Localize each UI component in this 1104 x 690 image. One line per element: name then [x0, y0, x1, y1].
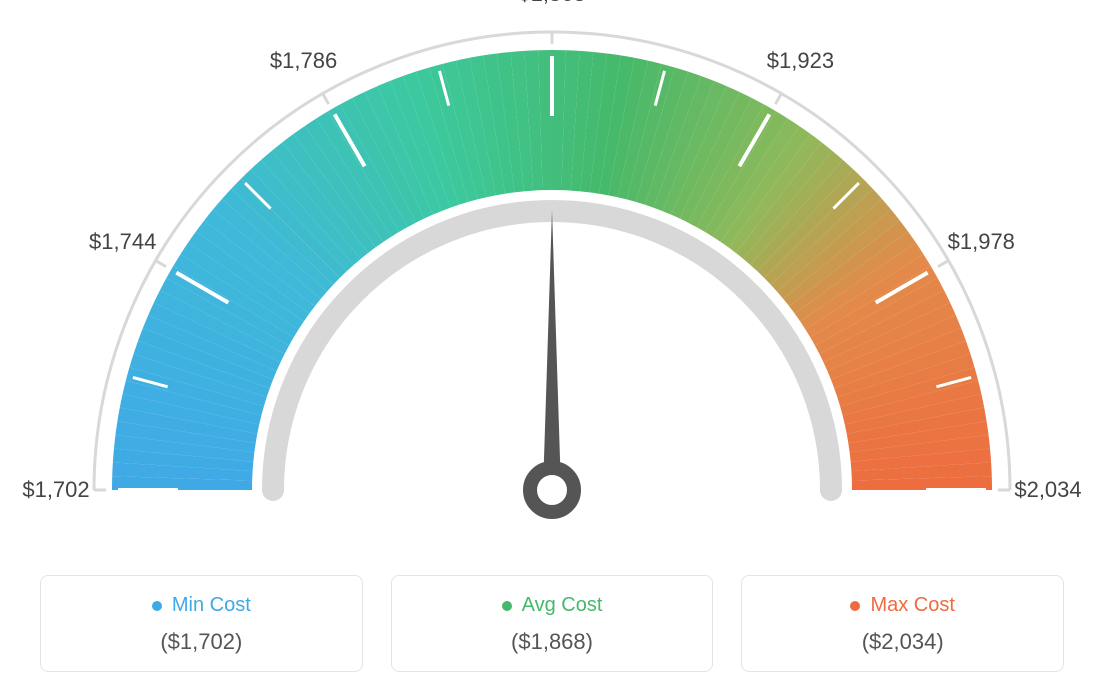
card-avg-value: ($1,868)	[402, 629, 703, 655]
gauge-tick-label: $1,786	[270, 48, 337, 74]
card-min-value: ($1,702)	[51, 629, 352, 655]
gauge-tick-label: $1,744	[89, 229, 156, 255]
legend-cards: Min Cost ($1,702) Avg Cost ($1,868) Max …	[0, 575, 1104, 672]
card-min-cost: Min Cost ($1,702)	[40, 575, 363, 672]
gauge-tick-label: $1,923	[767, 48, 834, 74]
gauge-chart: $1,702 $1,744 $1,786 $1,868 $1,923 $1,978 $2,0…	[0, 0, 1104, 540]
gauge-tick-label: $1,868	[518, 0, 585, 7]
gauge-tick-label: $1,978	[948, 229, 1015, 255]
card-max-cost: Max Cost ($2,034)	[741, 575, 1064, 672]
card-max-label: Max Cost	[870, 594, 954, 617]
dot-min-icon	[152, 601, 162, 611]
card-min-label: Min Cost	[172, 594, 251, 617]
card-avg-cost: Avg Cost ($1,868)	[391, 575, 714, 672]
card-min-title-row: Min Cost	[51, 594, 352, 617]
gauge-tick-label: $1,702	[22, 477, 89, 503]
card-max-value: ($2,034)	[752, 629, 1053, 655]
gauge-svg	[0, 0, 1104, 540]
gauge-tick-label: $2,034	[1014, 477, 1081, 503]
dot-avg-icon	[502, 601, 512, 611]
card-avg-label: Avg Cost	[522, 594, 603, 617]
card-avg-title-row: Avg Cost	[402, 594, 703, 617]
card-max-title-row: Max Cost	[752, 594, 1053, 617]
dot-max-icon	[850, 601, 860, 611]
